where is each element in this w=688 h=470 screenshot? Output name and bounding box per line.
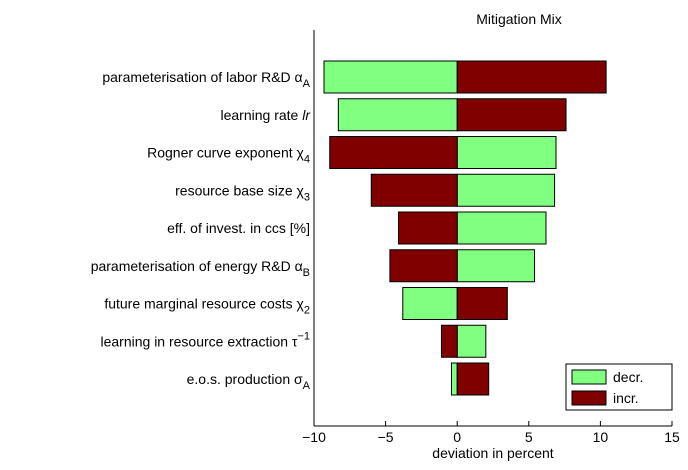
category-label: e.o.s. production σA: [187, 371, 311, 392]
category-text: parameterisation of energy R&D α: [91, 258, 303, 274]
bar: [456, 173, 556, 207]
x-tick-label: 15: [664, 429, 680, 445]
x-tick-label: 5: [525, 429, 533, 445]
category-label: parameterisation of labor R&D αA: [102, 69, 310, 90]
legend-swatch: [571, 369, 607, 385]
category-label: eff. of invest. in ccs [%]: [167, 220, 310, 236]
category-text: future marginal resource costs χ: [104, 296, 304, 312]
bar: [456, 324, 487, 358]
bar: [456, 211, 547, 245]
category-label: learning rate lr: [221, 107, 312, 123]
bar: [456, 136, 557, 169]
bar: [329, 136, 458, 169]
category-subscript: A: [303, 380, 311, 392]
bar: [402, 287, 458, 320]
category-subscript: 3: [304, 191, 310, 203]
category-label: learning in resource extraction τ−1: [100, 330, 310, 349]
category-text: learning rate: [221, 107, 303, 123]
category-text: Rogner curve exponent χ: [147, 145, 304, 161]
x-tick-label: −5: [378, 429, 394, 445]
legend-label: decr.: [613, 369, 643, 385]
category-subscript: A: [303, 78, 311, 90]
bar: [323, 60, 458, 94]
bar: [370, 173, 458, 207]
category-label: parameterisation of energy R&D αB: [91, 258, 310, 279]
category-text: learning in resource extraction τ: [100, 333, 297, 349]
bar: [337, 98, 458, 132]
x-axis-label: deviation in percent: [432, 445, 554, 461]
category-label: resource base size χ3: [175, 182, 310, 203]
bar: [456, 362, 490, 396]
legend-label: incr.: [613, 390, 639, 406]
chart-title: Mitigation Mix: [476, 11, 562, 27]
category-superscript: −1: [297, 330, 310, 342]
category-label: future marginal resource costs χ2: [104, 296, 310, 317]
bar: [397, 211, 458, 245]
category-italic: lr: [302, 107, 311, 123]
bar: [450, 362, 458, 396]
x-tick-label: −10: [302, 429, 326, 445]
category-text: parameterisation of labor R&D α: [102, 69, 302, 85]
x-tick-label: 0: [453, 429, 461, 445]
bar: [440, 324, 458, 358]
category-label: Rogner curve exponent χ4: [147, 145, 310, 166]
bar: [456, 60, 607, 94]
category-text: resource base size χ: [175, 182, 304, 198]
bar: [456, 249, 536, 283]
bar: [456, 98, 567, 132]
category-subscript: 4: [304, 154, 310, 166]
x-tick-label: 10: [593, 429, 609, 445]
category-subscript: B: [303, 267, 310, 279]
bar: [456, 287, 508, 320]
category-text: e.o.s. production σ: [187, 371, 303, 387]
category-text: eff. of invest. in ccs [%]: [167, 220, 310, 236]
legend-swatch: [571, 390, 607, 406]
bar: [389, 249, 458, 283]
category-subscript: 2: [304, 305, 310, 317]
